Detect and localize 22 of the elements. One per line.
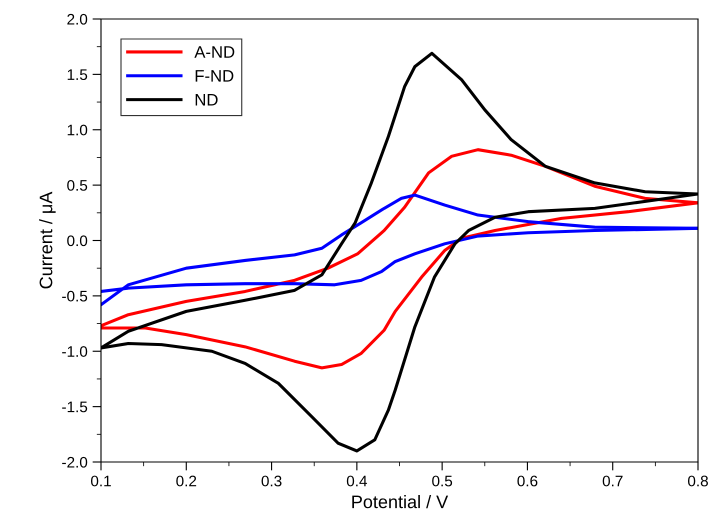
x-axis-title: Potential / V bbox=[352, 494, 448, 508]
x-tick-label: 0.1 bbox=[90, 476, 111, 486]
y-tick-label: 0.0 bbox=[67, 235, 88, 246]
x-tick-label: 0.8 bbox=[688, 476, 708, 486]
x-tick-label: 0.7 bbox=[602, 476, 623, 486]
y-tick-label: -1.5 bbox=[62, 402, 88, 412]
x-tick-label: 0.2 bbox=[176, 476, 196, 486]
x-tick-label: 0.4 bbox=[346, 476, 368, 486]
y-tick-label: 1.0 bbox=[68, 124, 88, 136]
legend-label: F-ND bbox=[196, 70, 234, 82]
y-tick-label: 1.5 bbox=[68, 69, 88, 80]
x-tick-label: 0.6 bbox=[517, 476, 538, 486]
y-tick-label: 0.5 bbox=[67, 180, 88, 191]
x-tick-label: 0.3 bbox=[262, 476, 282, 486]
y-tick-label: -1.0 bbox=[62, 346, 88, 357]
x-tick-label: 0.5 bbox=[432, 476, 452, 486]
y-axis-title: Current / μA bbox=[39, 192, 56, 288]
y-tick-label: -0.5 bbox=[62, 290, 88, 302]
y-tick-label: 2.0 bbox=[67, 14, 88, 25]
legend-label: A-ND bbox=[194, 46, 234, 58]
y-tick-label: -2.0 bbox=[62, 456, 88, 468]
legend-label: ND bbox=[196, 94, 218, 106]
